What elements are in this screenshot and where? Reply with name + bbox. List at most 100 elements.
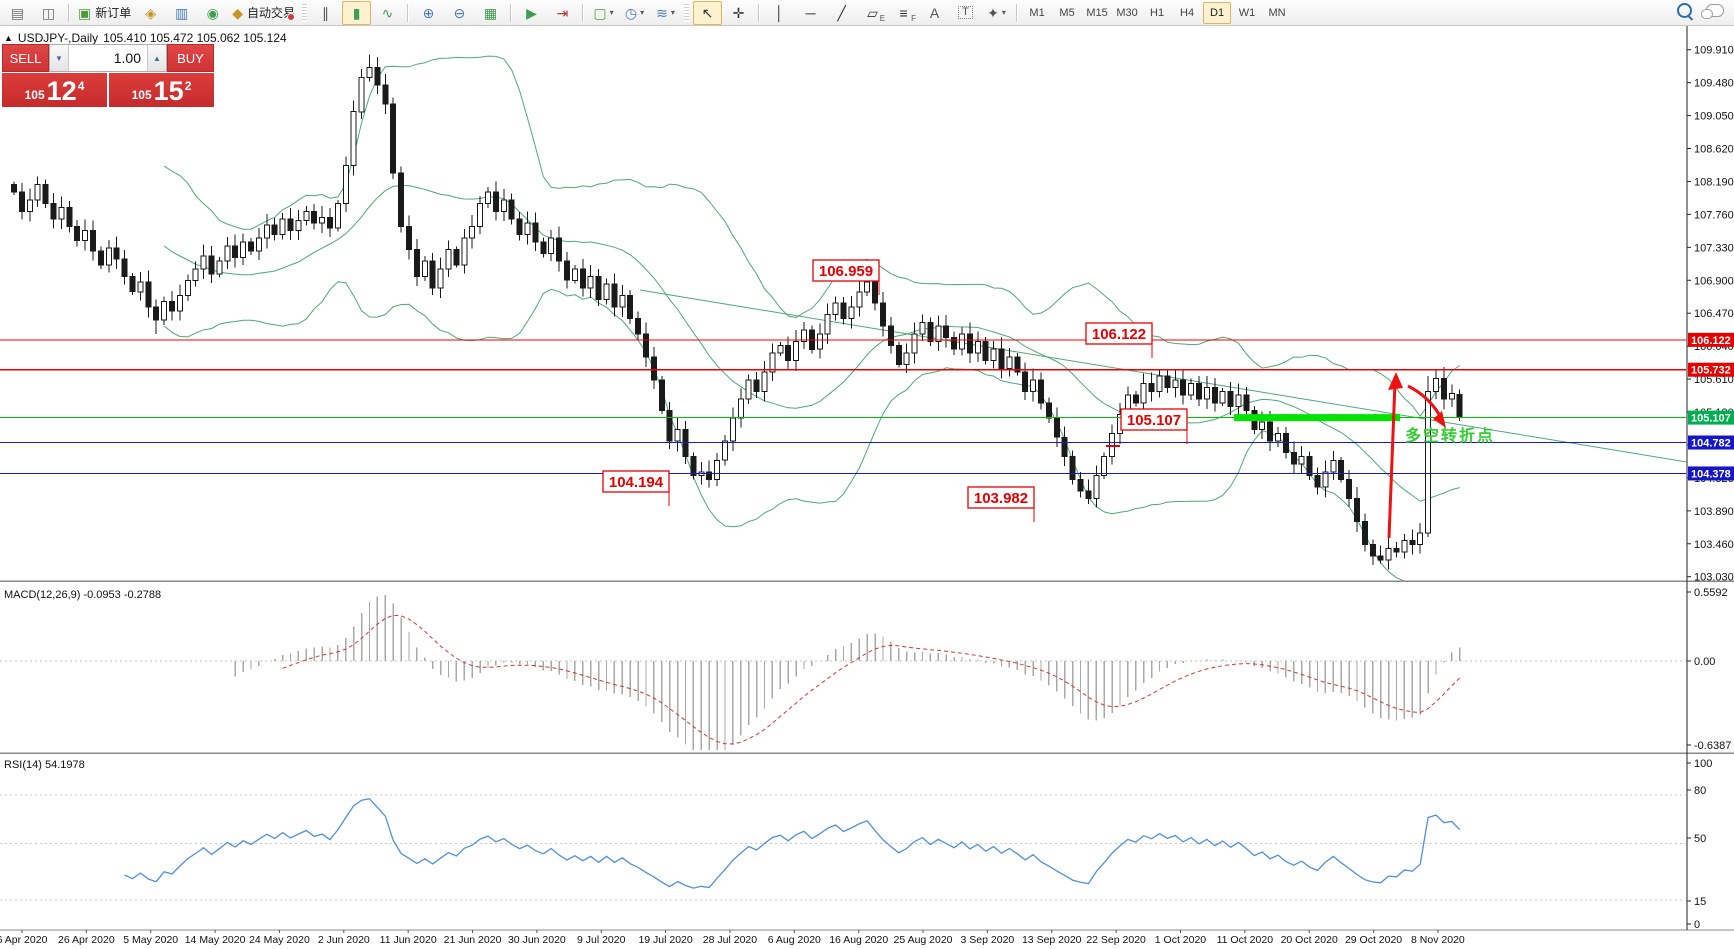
note-text-annotation[interactable]: 多空转折点 xyxy=(1405,426,1495,445)
cursor-button[interactable]: ↖ xyxy=(693,0,723,25)
rsi-tick-label: 15 xyxy=(1694,896,1706,908)
chart-line-icon: ∿ xyxy=(381,4,394,21)
chart-bars-button[interactable]: ∥ xyxy=(311,1,340,25)
volume-increase-button[interactable]: ▲ xyxy=(147,45,166,71)
draw-label-button[interactable]: T xyxy=(951,1,980,25)
crosshair-button[interactable]: ✛ xyxy=(724,1,753,25)
volume-decrease-button[interactable]: ▼ xyxy=(50,45,69,71)
date-label: 21 Jun 2020 xyxy=(444,934,502,946)
candle-body xyxy=(722,440,728,461)
candle-body xyxy=(674,429,681,442)
profiles-button[interactable]: ◫ xyxy=(34,1,63,25)
candle-body xyxy=(1338,459,1345,480)
autotrading-button[interactable]: ◆ 自动交易 xyxy=(229,1,298,25)
draw-fibonacci-icon: ≡ xyxy=(899,4,908,21)
draw-vline-button[interactable]: │ xyxy=(765,1,794,25)
timeframe-m15-button[interactable]: M15 xyxy=(1086,6,1108,19)
candle-body xyxy=(872,281,879,304)
timeframe-w1-button[interactable]: W1 xyxy=(1238,6,1256,19)
period-dropdown-icon[interactable]: ▾ xyxy=(640,8,645,17)
indicators-list-dropdown-icon[interactable]: ▾ xyxy=(670,8,675,17)
sell-button[interactable]: SELL xyxy=(2,44,49,72)
buy-button[interactable]: BUY xyxy=(167,44,214,72)
draw-trendline-button[interactable]: ╱ xyxy=(827,1,856,25)
candle-body xyxy=(1259,421,1266,431)
candle-body xyxy=(690,455,697,476)
candle-body xyxy=(1156,375,1163,392)
sell-price-panel[interactable]: 105 12 4 xyxy=(2,73,107,107)
arrow-annotations[interactable] xyxy=(1387,372,1446,539)
candle-body xyxy=(121,258,128,277)
candle-body xyxy=(1203,387,1210,400)
price-callout-105.107[interactable]: 105.107 xyxy=(1106,408,1188,447)
chat-icon[interactable] xyxy=(1701,4,1724,19)
candle-body xyxy=(153,306,160,321)
draw-channel-button[interactable]: ▱ E xyxy=(858,1,887,25)
zoom-out-button[interactable]: ⊖ xyxy=(445,1,474,25)
tile-windows-button[interactable]: ▦ xyxy=(476,1,505,25)
draw-arrows-button[interactable]: ✦ ▾ xyxy=(982,1,1011,25)
candle-body xyxy=(643,333,649,358)
candle-body xyxy=(406,226,412,251)
chart-area[interactable]: 109.910 109.480 109.050 108.620 108.190 107.7… xyxy=(0,26,1734,949)
price-callout-106.122[interactable]: 106.122 xyxy=(1085,322,1153,358)
trendline-object[interactable] xyxy=(639,289,1687,463)
draw-arrows-dropdown-icon[interactable]: ▾ xyxy=(1001,8,1006,17)
draw-channel-icon: ▱ xyxy=(867,4,878,21)
data-window-button[interactable]: ▥ xyxy=(167,1,196,25)
new-order-button[interactable]: ▣ 新订单 xyxy=(75,1,134,25)
chart-line-button[interactable]: ∿ xyxy=(373,1,402,25)
price-tag-106.122: 106.122 xyxy=(1688,332,1734,347)
new-chart-button[interactable]: ▤ xyxy=(3,1,32,25)
buy-price-panel[interactable]: 105 15 2 xyxy=(109,73,214,107)
price-callout-106.959[interactable]: 106.959 xyxy=(812,259,880,295)
candle-body xyxy=(90,230,96,252)
timeframe-m5-button[interactable]: M5 xyxy=(1059,6,1075,19)
callout-text: 103.982 xyxy=(974,490,1028,507)
draw-text-icon: A xyxy=(929,4,940,21)
indicators-list-button[interactable]: ≋ ▾ xyxy=(651,1,680,25)
candle-body xyxy=(97,250,104,266)
candle-body xyxy=(903,352,910,365)
timeframe-m30-button[interactable]: M30 xyxy=(1116,6,1138,19)
candle-body xyxy=(1235,394,1242,408)
price-tick-label: 109.050 xyxy=(1694,111,1734,123)
draw-text-button[interactable]: A xyxy=(920,1,949,25)
chart-canvas[interactable]: 109.910 109.480 109.050 108.620 108.190 107.7… xyxy=(0,26,1734,949)
candle-body xyxy=(429,260,436,289)
templates-dropdown-icon[interactable]: ▾ xyxy=(609,8,614,17)
candle-body xyxy=(66,207,73,228)
date-label: 30 Jun 2020 xyxy=(508,934,566,946)
timeframe-h1-button[interactable]: H1 xyxy=(1150,6,1165,19)
candle-body xyxy=(603,283,610,300)
zoom-in-button[interactable]: ⊕ xyxy=(414,1,443,25)
chart-candles-button[interactable]: ▮ xyxy=(342,0,372,25)
thick-support-segment[interactable] xyxy=(1234,414,1400,422)
timeframe-h4-button[interactable]: H4 xyxy=(1180,6,1195,19)
volume-input[interactable] xyxy=(69,45,147,71)
candle-body xyxy=(1361,521,1368,546)
step-forward-button[interactable]: ▶ xyxy=(517,1,546,25)
candle-body xyxy=(1006,356,1013,369)
draw-fibonacci-button[interactable]: ≡ F xyxy=(889,1,918,25)
candle-body xyxy=(1077,478,1084,492)
timeframe-d1-button[interactable]: D1 xyxy=(1203,1,1232,24)
candle-body xyxy=(832,302,839,316)
period-button[interactable]: ◷ ▾ xyxy=(620,1,649,25)
timeframe-mn-button[interactable]: MN xyxy=(1268,6,1286,19)
navigator-button[interactable]: ◉ xyxy=(198,1,227,25)
toolbar-group: ↖ ✛ xyxy=(692,0,754,25)
timeframe-m1-button[interactable]: M1 xyxy=(1029,6,1045,19)
draw-hline-button[interactable]: ─ xyxy=(796,1,825,25)
candle-body xyxy=(1219,390,1226,404)
candle-body xyxy=(216,260,223,275)
market-watch-button[interactable]: ◈ xyxy=(136,1,165,25)
candle-body xyxy=(966,333,973,354)
templates-button[interactable]: ▢ ▾ xyxy=(589,1,618,25)
step-to-end-button[interactable]: ⇥ xyxy=(548,1,577,25)
price-callout-104.194[interactable]: 104.194 xyxy=(602,470,670,506)
search-icon[interactable] xyxy=(1677,3,1692,18)
one-click-trading-widget: SELL ▼ ▲ BUY 105 12 4 105 15 2 xyxy=(2,44,214,107)
candle-body xyxy=(192,268,199,281)
price-callout-103.982[interactable]: 103.982 xyxy=(967,486,1035,522)
